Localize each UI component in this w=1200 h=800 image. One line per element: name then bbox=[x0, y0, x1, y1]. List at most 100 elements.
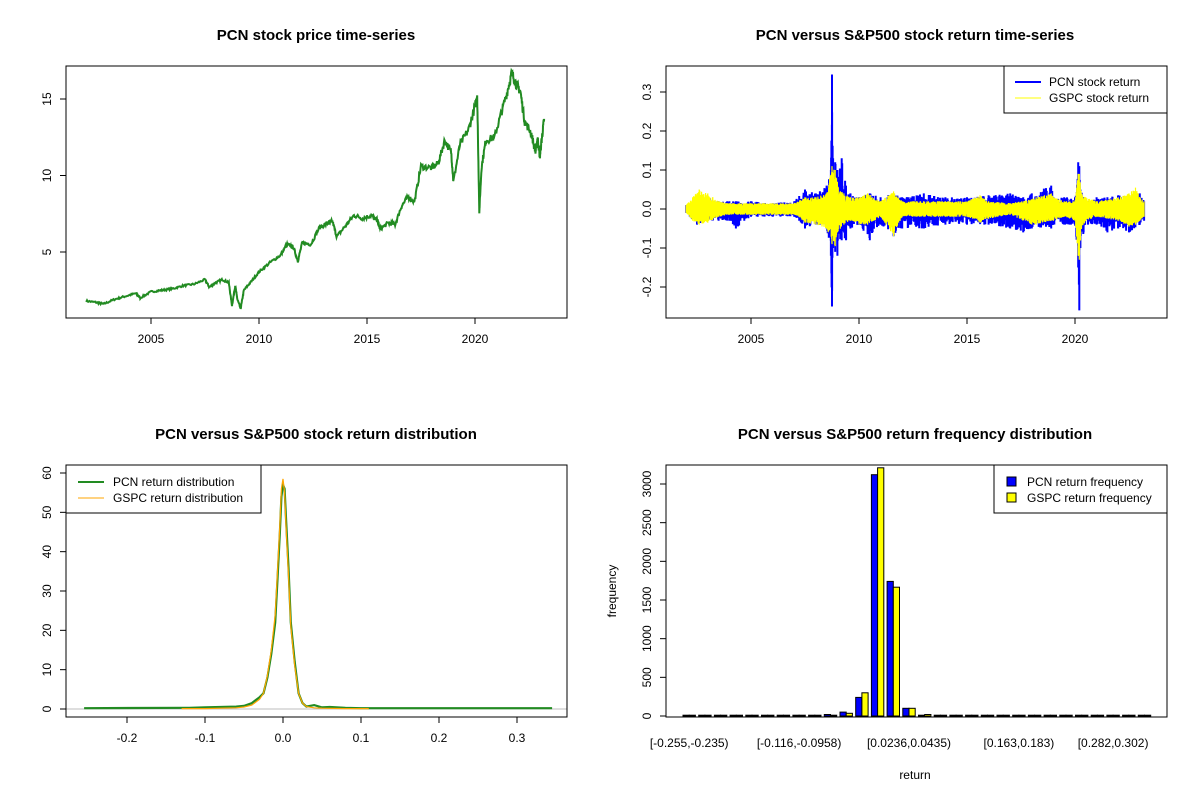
y-tick-label: 500 bbox=[640, 667, 654, 687]
pcn-bar bbox=[761, 714, 769, 717]
price-series bbox=[85, 67, 546, 310]
gspc-bar bbox=[939, 714, 948, 717]
gspc-bar bbox=[751, 714, 759, 717]
y-tick-label: 0 bbox=[40, 705, 54, 712]
return-histogram-chart: PCN versus S&P500 return frequency distr… bbox=[605, 426, 1168, 782]
histogram-bars bbox=[682, 467, 1152, 717]
pcn-bar bbox=[698, 714, 706, 717]
chart-title: PCN versus S&P500 return frequency distr… bbox=[738, 426, 1092, 443]
gspc-bar bbox=[1049, 714, 1058, 717]
x-tick-label: 2005 bbox=[738, 332, 765, 346]
x-tick-label: 0.3 bbox=[509, 731, 526, 745]
gspc-bar bbox=[782, 714, 791, 717]
gspc-bar bbox=[877, 467, 885, 717]
x-tick-label: -0.1 bbox=[195, 731, 216, 745]
legend-swatch-gspc bbox=[1006, 492, 1017, 503]
y-tick-label: 50 bbox=[40, 505, 54, 519]
pcn-bar bbox=[682, 714, 690, 717]
plot-frame bbox=[665, 65, 1168, 319]
gspc-bar bbox=[1065, 714, 1073, 717]
x-tick-label: [0.163,0.183) bbox=[984, 736, 1055, 750]
legend-label-pcn: PCN return frequency bbox=[1027, 475, 1143, 489]
plot-frame bbox=[65, 65, 568, 319]
y-tick-label: 30 bbox=[40, 584, 54, 598]
gspc-bar bbox=[924, 714, 932, 717]
pcn-bar bbox=[949, 714, 957, 717]
x-tick-label: 2010 bbox=[246, 332, 273, 346]
pcn-bar bbox=[792, 714, 800, 717]
return-timeseries-chart: PCN versus S&P500 stock return time-seri… bbox=[640, 27, 1168, 346]
gspc-bar bbox=[1144, 714, 1152, 717]
gspc-bar bbox=[767, 714, 775, 717]
gspc-bar bbox=[971, 714, 979, 717]
gspc-bar bbox=[987, 714, 995, 717]
gspc-bar bbox=[845, 712, 853, 717]
gspc-bar bbox=[1018, 714, 1026, 717]
gspc-bar bbox=[1112, 714, 1120, 717]
pcn-bar bbox=[808, 714, 816, 717]
gspc-bar bbox=[735, 714, 743, 717]
return-density-chart: PCN versus S&P500 stock return distribut… bbox=[40, 426, 568, 745]
density-series bbox=[84, 478, 553, 710]
legend-swatch-pcn bbox=[1006, 476, 1017, 487]
y-tick-label: 40 bbox=[40, 545, 54, 559]
pcn-bar bbox=[1122, 714, 1130, 717]
y-tick-label: 0.2 bbox=[640, 122, 654, 139]
y-tick-label: 60 bbox=[40, 466, 54, 480]
pcn-bar bbox=[870, 474, 879, 717]
x-tick-label: 2015 bbox=[954, 332, 981, 346]
legend-box bbox=[1003, 65, 1168, 114]
x-tick-label: [-0.116,-0.0958) bbox=[757, 736, 842, 750]
gspc-bar bbox=[955, 714, 963, 717]
pcn-bar bbox=[1043, 714, 1051, 717]
legend-label-pcn: PCN return distribution bbox=[113, 475, 234, 489]
x-tick-label: 2015 bbox=[354, 332, 381, 346]
legend-label-gspc: GSPC return frequency bbox=[1027, 491, 1152, 505]
return-series bbox=[685, 74, 1146, 311]
gspc-bar bbox=[798, 714, 806, 717]
x-tick-label: -0.2 bbox=[117, 731, 138, 745]
y-tick-label: -0.1 bbox=[640, 237, 654, 258]
legend-box bbox=[993, 464, 1168, 514]
x-tick-label: 0.2 bbox=[431, 731, 448, 745]
axes: 2005 2010 2015 2020 -0.2 -0.1 0.0 0.1 0.2 0.3 bbox=[640, 83, 1089, 346]
pcn-bar bbox=[729, 714, 737, 717]
pcn-bar bbox=[839, 711, 847, 717]
axes: 2005 2010 2015 2020 5 10 15 bbox=[40, 92, 489, 346]
gspc-bar bbox=[1128, 714, 1136, 717]
x-tick-label: [0.0236,0.0435) bbox=[867, 736, 951, 750]
y-tick-label: 0.3 bbox=[640, 83, 654, 100]
gspc-bar bbox=[1002, 714, 1010, 717]
gspc-bar bbox=[908, 707, 916, 717]
pcn-bar bbox=[965, 714, 973, 717]
chart-title: PCN versus S&P500 stock return distribut… bbox=[155, 426, 477, 443]
x-axis-label: return bbox=[899, 768, 930, 782]
pcn-bar bbox=[980, 714, 988, 717]
y-axis-label: frequency bbox=[605, 565, 619, 618]
pcn-bar bbox=[886, 580, 894, 717]
x-tick-label: 2005 bbox=[138, 332, 165, 346]
legend: PCN stock return GSPC stock return bbox=[1003, 65, 1168, 114]
legend-label-gspc: GSPC return distribution bbox=[113, 491, 243, 505]
gspc-bar bbox=[861, 692, 869, 717]
gspc-density-line bbox=[181, 478, 369, 710]
gspc-bar bbox=[720, 714, 728, 717]
legend: PCN return frequency GSPC return frequen… bbox=[993, 464, 1168, 514]
gspc-return-line bbox=[685, 166, 1145, 260]
gspc-bar bbox=[1081, 714, 1089, 717]
price-chart: PCN stock price time-series 2005 2010 2015… bbox=[40, 27, 568, 346]
gspc-bar bbox=[704, 714, 712, 717]
axes: 0 500 1000 1500 2000 2500 3000 [-0.255,-0.235) [… bbox=[640, 470, 1148, 750]
gspc-bar bbox=[814, 714, 822, 717]
pcn-bar bbox=[823, 714, 831, 717]
chart-title: PCN stock price time-series bbox=[217, 27, 415, 44]
pcn-bar bbox=[776, 714, 784, 717]
y-tick-label: 1000 bbox=[640, 625, 654, 652]
pcn-bar bbox=[1027, 714, 1036, 717]
price-line bbox=[85, 67, 546, 310]
gspc-bar bbox=[688, 714, 696, 717]
pcn-bar bbox=[1075, 714, 1083, 717]
x-tick-label: 2010 bbox=[846, 332, 873, 346]
legend-label-gspc: GSPC stock return bbox=[1049, 91, 1149, 105]
